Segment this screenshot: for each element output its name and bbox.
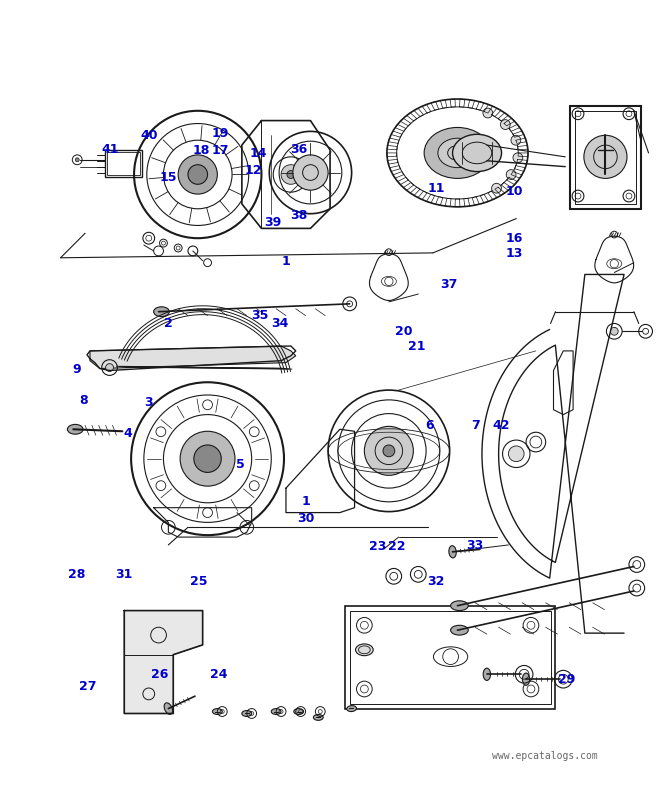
Ellipse shape <box>67 424 83 434</box>
Text: 21: 21 <box>408 340 426 353</box>
Circle shape <box>508 446 524 462</box>
Ellipse shape <box>271 709 281 715</box>
Circle shape <box>483 108 493 118</box>
Bar <box>345 606 555 709</box>
Text: 31: 31 <box>115 568 133 581</box>
Ellipse shape <box>438 138 477 167</box>
Ellipse shape <box>451 600 468 611</box>
Text: 10: 10 <box>505 185 523 198</box>
Circle shape <box>383 445 395 457</box>
Text: 40: 40 <box>141 129 158 142</box>
Circle shape <box>364 426 414 475</box>
Circle shape <box>178 155 217 194</box>
Text: 35: 35 <box>251 309 268 322</box>
Bar <box>575 110 636 204</box>
Text: 29: 29 <box>558 672 575 686</box>
Bar <box>350 611 551 704</box>
Ellipse shape <box>212 709 222 715</box>
Text: 42: 42 <box>493 419 510 432</box>
Circle shape <box>293 155 328 190</box>
Circle shape <box>492 183 501 193</box>
Text: 1: 1 <box>282 255 290 268</box>
Text: 15: 15 <box>160 171 177 185</box>
Ellipse shape <box>424 128 491 178</box>
Text: 3: 3 <box>145 396 153 409</box>
Circle shape <box>106 364 113 372</box>
Text: 14: 14 <box>249 147 266 159</box>
Text: 30: 30 <box>297 512 314 525</box>
Ellipse shape <box>451 626 468 635</box>
Circle shape <box>75 158 79 162</box>
Text: 41: 41 <box>101 143 119 156</box>
Text: 37: 37 <box>440 279 458 291</box>
Ellipse shape <box>164 703 172 714</box>
Ellipse shape <box>453 134 501 171</box>
Text: 1: 1 <box>301 495 310 507</box>
Bar <box>570 106 641 209</box>
Text: 22: 22 <box>388 540 406 553</box>
Polygon shape <box>125 611 202 713</box>
Text: 25: 25 <box>190 575 208 588</box>
Ellipse shape <box>462 142 492 163</box>
Text: 38: 38 <box>290 208 308 222</box>
Text: 7: 7 <box>471 419 480 432</box>
Text: 24: 24 <box>210 668 228 681</box>
Ellipse shape <box>314 715 323 720</box>
Text: 36: 36 <box>290 143 308 156</box>
Text: 27: 27 <box>79 679 97 693</box>
Ellipse shape <box>242 711 252 716</box>
Circle shape <box>511 136 521 145</box>
Bar <box>107 152 140 175</box>
Text: 33: 33 <box>467 539 484 552</box>
Text: 8: 8 <box>79 394 88 407</box>
Circle shape <box>194 445 221 473</box>
Circle shape <box>180 432 235 486</box>
Circle shape <box>610 327 618 335</box>
Ellipse shape <box>154 307 169 316</box>
Ellipse shape <box>294 709 304 715</box>
Text: 5: 5 <box>236 458 244 470</box>
Bar <box>105 150 142 178</box>
Text: 12: 12 <box>244 164 262 177</box>
Circle shape <box>506 170 516 179</box>
Text: 23: 23 <box>369 540 386 553</box>
Circle shape <box>584 135 627 178</box>
Text: 28: 28 <box>69 568 86 581</box>
Text: 9: 9 <box>73 363 81 376</box>
Circle shape <box>287 170 295 178</box>
Ellipse shape <box>449 546 456 558</box>
Polygon shape <box>90 346 296 368</box>
Text: 34: 34 <box>271 317 288 330</box>
Text: 39: 39 <box>264 216 282 230</box>
Text: 2: 2 <box>164 317 173 330</box>
Ellipse shape <box>356 644 373 656</box>
Circle shape <box>281 165 300 185</box>
Ellipse shape <box>522 673 529 686</box>
Circle shape <box>500 120 510 129</box>
Text: 6: 6 <box>426 419 434 432</box>
Text: 17: 17 <box>212 144 230 158</box>
Text: 18: 18 <box>192 144 210 158</box>
Circle shape <box>188 165 208 185</box>
Circle shape <box>513 153 523 163</box>
Text: www.epcatalogs.com: www.epcatalogs.com <box>492 751 598 761</box>
Text: 4: 4 <box>123 427 132 439</box>
Ellipse shape <box>347 705 356 712</box>
Ellipse shape <box>484 668 491 680</box>
Text: 11: 11 <box>428 181 445 195</box>
Text: 13: 13 <box>505 247 523 260</box>
Text: 20: 20 <box>395 324 412 338</box>
Text: 32: 32 <box>428 575 445 588</box>
Text: 16: 16 <box>505 232 523 245</box>
Text: 19: 19 <box>212 128 229 140</box>
Text: 26: 26 <box>151 668 168 681</box>
